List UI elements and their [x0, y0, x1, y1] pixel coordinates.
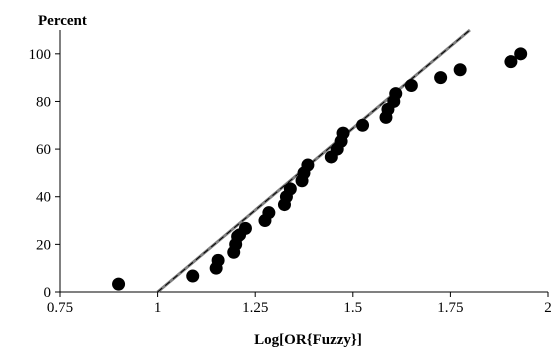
data-point [301, 158, 315, 172]
x-tick-label: 2 [544, 300, 552, 316]
fit-line-group [156, 28, 471, 294]
data-point [211, 253, 225, 267]
data-point [238, 221, 252, 235]
y-tick-label: 20 [36, 237, 51, 253]
data-point [404, 78, 418, 92]
y-tick-label: 0 [44, 285, 52, 301]
y-tick-label: 40 [36, 190, 51, 206]
x-tick-label: 0.75 [47, 300, 73, 316]
data-point [283, 182, 297, 196]
x-axis-title: Log[OR{Fuzzy}] [254, 332, 362, 348]
data-point [389, 87, 403, 101]
data-point [186, 269, 200, 283]
y-axis-title: Percent [38, 13, 87, 29]
y-tick-label: 60 [36, 142, 51, 158]
x-tick-label: 1.25 [242, 300, 268, 316]
data-point [504, 55, 518, 69]
data-point [356, 118, 370, 132]
x-tick-label: 1.75 [437, 300, 463, 316]
data-point [262, 206, 276, 220]
axes [55, 30, 549, 297]
y-tick-label: 100 [29, 47, 52, 63]
data-point [434, 71, 448, 85]
data-point [514, 47, 528, 61]
x-tick-label: 1 [154, 300, 162, 316]
y-tick-label: 80 [36, 94, 51, 110]
data-point [453, 63, 467, 77]
x-tick-label: 1.5 [343, 300, 362, 316]
fit-line-dashed [157, 29, 471, 293]
data-point [336, 126, 350, 140]
data-points [112, 47, 528, 291]
data-point [112, 277, 126, 291]
